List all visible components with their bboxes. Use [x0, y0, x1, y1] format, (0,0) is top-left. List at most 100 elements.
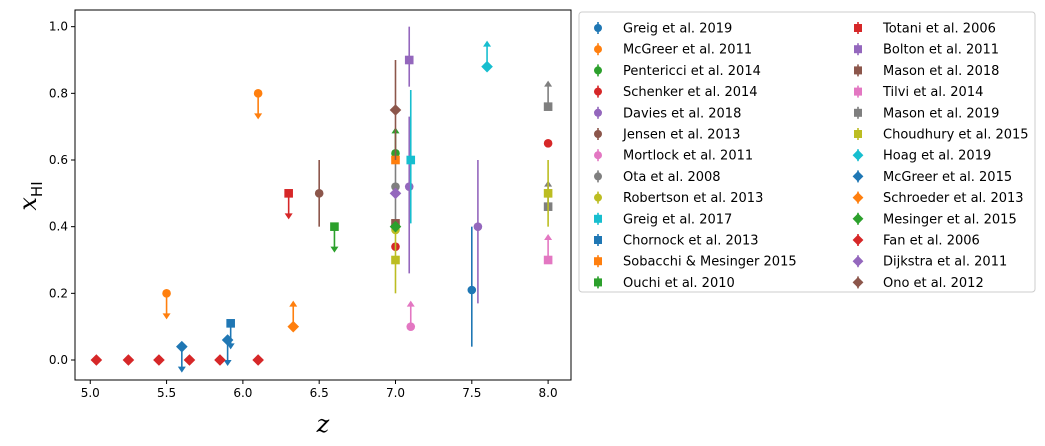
- x-axis-title: z: [316, 410, 330, 438]
- plot-frame: [74, 9, 572, 381]
- data-point: [153, 354, 165, 366]
- legend-item: Jensen et al. 2013: [594, 128, 740, 143]
- legend-item: Greig et al. 2017: [594, 212, 732, 227]
- legend-item: Mason et al. 2019: [854, 106, 999, 121]
- legend-label: Totani et al. 2006: [882, 22, 996, 37]
- legend-label: Sobacchi & Mesinger 2015: [623, 255, 797, 270]
- axes-ticks: 5.0 5.5 6.0 6.5 7.0 7.5 8.0 0.0 0.2 0.4 0.6 0.8 1.0: [49, 20, 558, 400]
- legend-marker: [854, 45, 862, 54]
- data-point: [473, 222, 483, 231]
- legend-marker: [854, 108, 862, 117]
- legend-frame: [578, 11, 1036, 293]
- legend-marker: [594, 278, 602, 287]
- legend-marker: [594, 87, 602, 96]
- data-point: [214, 354, 226, 366]
- data-point: [389, 104, 402, 116]
- data-point: [543, 255, 553, 265]
- data-point: [391, 255, 400, 265]
- data-point: [284, 189, 293, 198]
- limit-arrow-head: [406, 300, 415, 307]
- data-point: [252, 354, 264, 366]
- legend-item: Choudhury et al. 2015: [854, 128, 1029, 143]
- legend-marker: [594, 130, 602, 138]
- legend-item: Dijkstra et al. 2011: [852, 255, 1007, 270]
- legend-label: Davies et al. 2018: [623, 106, 741, 121]
- data-point: [287, 320, 300, 333]
- legend-label: Jensen et al. 2013: [622, 128, 740, 143]
- legend-item: Ota et al. 2008: [594, 170, 721, 185]
- data-point: [330, 222, 339, 231]
- legend-label: Bolton et al. 2011: [883, 43, 999, 58]
- data-point: [481, 60, 493, 73]
- legend-item: Robertson et al. 2013: [594, 191, 763, 206]
- legend-label: Ono et al. 2012: [883, 276, 984, 291]
- data-point: [391, 182, 400, 191]
- legend-item: Mason et al. 2018: [854, 64, 999, 79]
- legend-label: McGreer et al. 2015: [883, 170, 1012, 185]
- data-points: [90, 26, 553, 373]
- limit-arrow-head: [330, 246, 339, 253]
- data-point: [543, 139, 553, 148]
- data-point: [183, 354, 196, 366]
- legend-label: Schroeder et al. 2013: [883, 191, 1024, 206]
- legend-label: Dijkstra et al. 2011: [883, 255, 1007, 270]
- legend-marker: [852, 171, 864, 182]
- data-point: [389, 187, 402, 200]
- legend-label: McGreer et al. 2011: [623, 43, 752, 58]
- legend-item: Greig et al. 2019: [594, 22, 732, 37]
- legend-marker: [594, 66, 602, 75]
- limit-arrow-head: [223, 360, 232, 366]
- legend-label: Fan et al. 2006: [883, 234, 980, 249]
- legend-item: Fan et al. 2006: [852, 234, 980, 249]
- x-tick-label: 7.0: [386, 386, 405, 400]
- legend-label: Mortlock et al. 2011: [623, 149, 753, 164]
- data-point: [404, 182, 414, 191]
- x-tick-label: 6.5: [310, 386, 329, 400]
- legend-marker: [594, 193, 602, 202]
- limit-arrow-head: [284, 213, 293, 220]
- legend-label: Ouchi et al. 2010: [623, 276, 735, 291]
- legend-item: Sobacchi & Mesinger 2015: [594, 255, 797, 270]
- legend-label: Chornock et al. 2013: [623, 234, 759, 249]
- legend-label: Schenker et al. 2014: [623, 85, 758, 100]
- legend-marker: [852, 255, 864, 267]
- svg-text:xHI: xHI: [14, 181, 46, 210]
- limit-arrow-head: [162, 313, 171, 320]
- data-point: [221, 334, 234, 346]
- legend-item: Bolton et al. 2011: [854, 43, 999, 58]
- legend: Greig et al. 2019 McGreer et al. 2011 Pent…: [578, 11, 1036, 293]
- data-point: [406, 155, 416, 165]
- data-point: [404, 55, 414, 65]
- legend-label: Greig et al. 2019: [623, 22, 732, 37]
- legend-item: Totani et al. 2006: [854, 22, 996, 37]
- data-point: [226, 319, 235, 328]
- legend-marker: [852, 213, 864, 225]
- legend-item: Mesinger et al. 2015: [852, 212, 1017, 227]
- y-tick-label: 1.0: [49, 20, 68, 34]
- legend-marker: [594, 24, 602, 32]
- legend-label: Mason et al. 2018: [883, 64, 999, 79]
- legend-marker: [594, 214, 602, 223]
- legend-marker: [594, 108, 602, 117]
- legend-marker: [594, 172, 602, 181]
- data-point: [122, 354, 135, 366]
- limit-arrow-head: [483, 40, 492, 47]
- limit-arrow-head: [289, 300, 298, 307]
- limit-arrow-head: [226, 343, 235, 350]
- data-point: [176, 340, 188, 353]
- legend-item: Pentericci et al. 2014: [594, 64, 761, 79]
- legend-marker: [852, 192, 864, 203]
- limit-arrow-head: [254, 113, 263, 120]
- legend-label: Pentericci et al. 2014: [623, 64, 761, 79]
- legend-item: Mortlock et al. 2011: [594, 149, 753, 164]
- y-axis-title-subscript: HI: [28, 181, 46, 197]
- x-tick-label: 5.0: [81, 386, 100, 400]
- legend-marker: [852, 149, 864, 161]
- data-point: [253, 89, 263, 98]
- x-tick-label: 8.0: [539, 386, 558, 400]
- y-axis-title: xHI: [14, 181, 46, 210]
- data-point: [314, 189, 324, 198]
- legend-label: Mesinger et al. 2015: [883, 212, 1017, 227]
- data-point: [543, 189, 553, 198]
- legend-label: Tilvi et al. 2014: [882, 85, 983, 100]
